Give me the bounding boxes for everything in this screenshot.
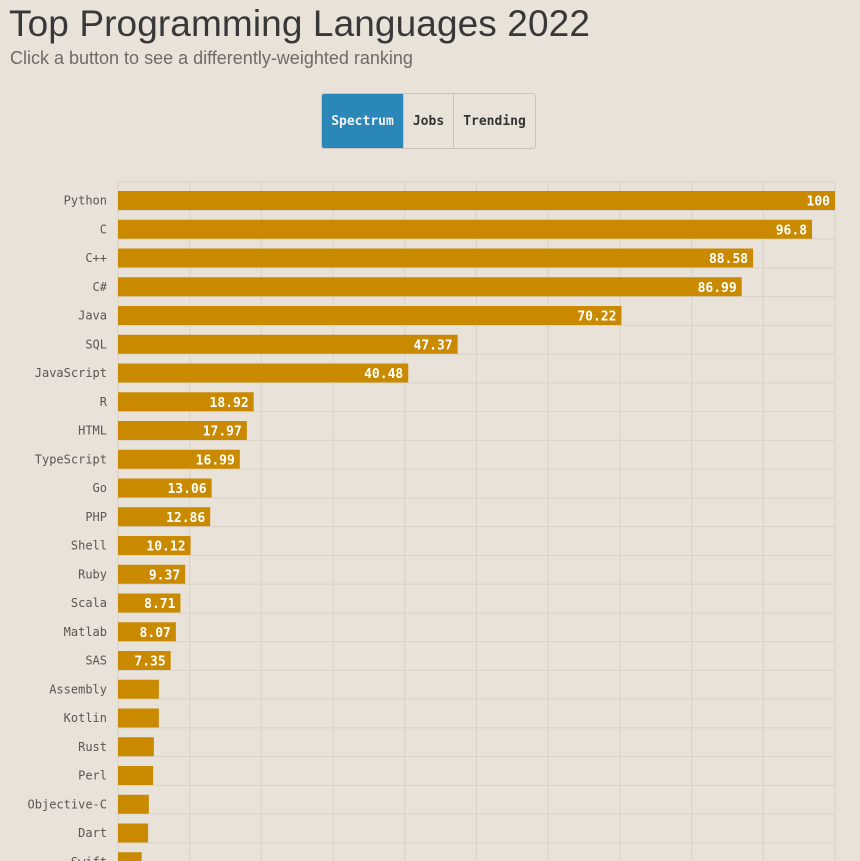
value-label: 7.35 bbox=[134, 655, 165, 670]
bar-c-[interactable] bbox=[118, 277, 742, 297]
value-label: 13.06 bbox=[167, 482, 206, 497]
value-label: 18.92 bbox=[210, 396, 249, 411]
category-label: PHP bbox=[85, 510, 107, 524]
bar-perl[interactable] bbox=[118, 766, 154, 785]
category-label: SQL bbox=[85, 337, 107, 351]
bar-javascript[interactable] bbox=[118, 363, 409, 383]
bar-sas[interactable] bbox=[118, 651, 171, 670]
ranking-button-group: Spectrum Jobs Trending bbox=[321, 93, 536, 149]
category-label: C++ bbox=[85, 251, 107, 265]
category-label: C bbox=[100, 222, 107, 236]
category-label: HTML bbox=[78, 424, 107, 438]
value-label: 17.97 bbox=[203, 425, 242, 440]
bar-r[interactable] bbox=[118, 392, 254, 412]
bar-dart[interactable] bbox=[118, 823, 149, 843]
value-label: 70.22 bbox=[577, 310, 616, 325]
jobs-button[interactable]: Jobs bbox=[404, 94, 454, 148]
category-label: SAS bbox=[85, 654, 107, 668]
bar-matlab[interactable] bbox=[118, 622, 176, 642]
page-subtitle: Click a button to see a differently-weig… bbox=[10, 48, 413, 68]
category-label: Matlab bbox=[64, 625, 107, 639]
category-label: Dart bbox=[78, 826, 107, 840]
category-label: Assembly bbox=[49, 682, 107, 696]
category-label: Ruby bbox=[78, 567, 107, 581]
bar-kotlin[interactable] bbox=[118, 708, 159, 728]
value-label: 96.8 bbox=[776, 223, 807, 238]
bar-go[interactable] bbox=[118, 478, 212, 498]
bar-assembly[interactable] bbox=[118, 679, 159, 699]
category-label: Objective-C bbox=[28, 797, 107, 811]
category-label: Java bbox=[78, 309, 107, 323]
bar-objective-c[interactable] bbox=[118, 794, 149, 814]
category-label: Go bbox=[93, 481, 107, 495]
category-label: TypeScript bbox=[35, 452, 107, 466]
bar-scala[interactable] bbox=[118, 593, 181, 613]
page-title: Top Programming Languages 2022 bbox=[9, 3, 590, 44]
bar-shell[interactable] bbox=[118, 536, 191, 555]
value-label: 9.37 bbox=[149, 568, 180, 583]
category-label: Kotlin bbox=[64, 711, 107, 725]
category-label: Rust bbox=[78, 740, 107, 754]
category-label: Swift bbox=[71, 855, 107, 861]
bar-rust[interactable] bbox=[118, 737, 154, 757]
category-label: Perl bbox=[78, 769, 107, 783]
bar-ruby[interactable] bbox=[118, 564, 186, 584]
category-label: JavaScript bbox=[35, 366, 107, 380]
value-label: 10.12 bbox=[146, 540, 185, 555]
value-label: 12.86 bbox=[166, 511, 205, 526]
value-label: 40.48 bbox=[364, 367, 403, 382]
category-label: R bbox=[100, 395, 108, 409]
category-label: Scala bbox=[71, 596, 107, 610]
value-label: 100 bbox=[807, 195, 831, 210]
spectrum-button[interactable]: Spectrum bbox=[322, 94, 404, 148]
value-label: 8.07 bbox=[140, 626, 171, 641]
bar-c[interactable] bbox=[118, 219, 813, 239]
bar-typescript[interactable] bbox=[118, 449, 240, 469]
trending-button[interactable]: Trending bbox=[454, 94, 535, 148]
bar-swift[interactable] bbox=[118, 852, 142, 861]
bar-c-[interactable] bbox=[118, 248, 754, 268]
category-label: Shell bbox=[71, 539, 107, 553]
bar-python[interactable] bbox=[118, 191, 835, 210]
value-label: 88.58 bbox=[709, 252, 748, 267]
bar-java[interactable] bbox=[118, 306, 622, 325]
value-label: 86.99 bbox=[698, 281, 737, 296]
value-label: 8.71 bbox=[144, 597, 175, 612]
category-label: Python bbox=[64, 194, 107, 208]
bar-html[interactable] bbox=[118, 421, 247, 440]
value-label: 16.99 bbox=[196, 453, 235, 468]
bar-sql[interactable] bbox=[118, 334, 458, 354]
category-label: C# bbox=[93, 280, 108, 294]
value-label: 47.37 bbox=[414, 338, 453, 353]
bar-php[interactable] bbox=[118, 507, 211, 527]
